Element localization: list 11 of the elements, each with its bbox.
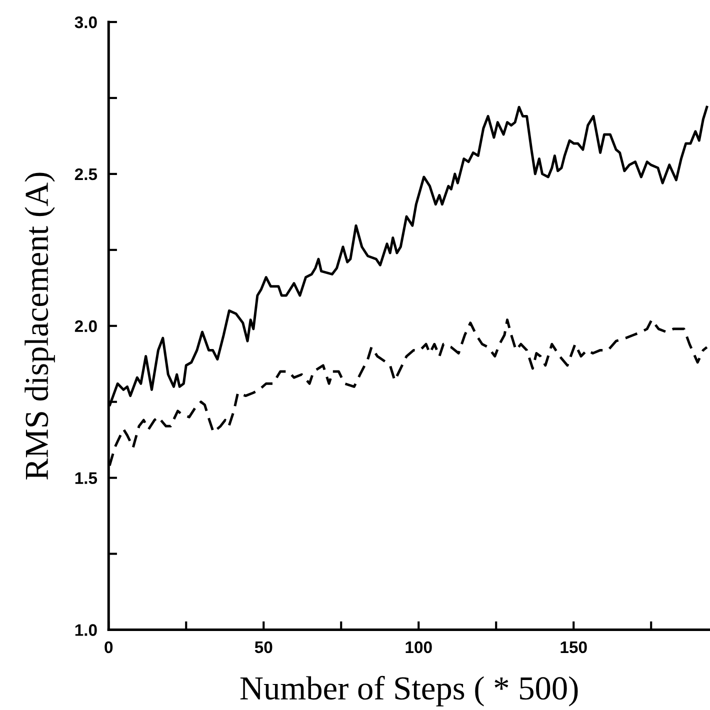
x-tick-label: 100 bbox=[406, 641, 432, 654]
y-tick-label: 1.5 bbox=[75, 472, 98, 484]
y-tick-label: 3.0 bbox=[74, 16, 97, 28]
y-tick-label: 1.0 bbox=[75, 624, 97, 636]
x-axis-title: Number of Steps ( * 500) bbox=[240, 676, 578, 706]
y-axis-title: RMS displacement (A) bbox=[24, 172, 55, 480]
x-tick-label: 0 bbox=[104, 641, 113, 654]
y-tick-label: 2.5 bbox=[74, 168, 98, 180]
x-tick-label: 50 bbox=[254, 641, 272, 654]
y-tick-label: 2.0 bbox=[74, 320, 97, 332]
x-tick-label: 150 bbox=[560, 641, 587, 654]
